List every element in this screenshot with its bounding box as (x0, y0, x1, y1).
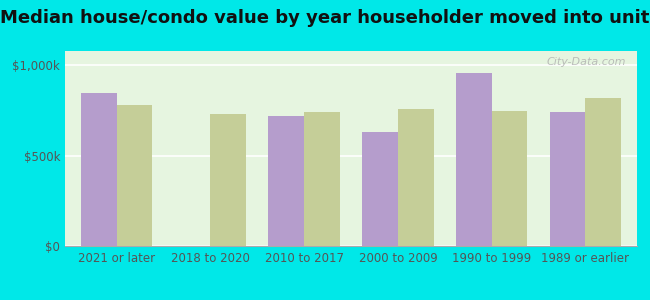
Bar (81, 92, 116, 246)
Bar (304, 112, 340, 246)
Bar (362, 132, 398, 246)
Bar (398, 109, 434, 246)
Bar (550, 112, 586, 246)
Text: Median house/condo value by year householder moved into unit: Median house/condo value by year househo… (0, 9, 650, 27)
Bar (268, 116, 304, 246)
Text: City-Data.com: City-Data.com (546, 57, 625, 67)
Bar (456, 73, 491, 246)
Bar (211, 114, 246, 246)
Bar (116, 105, 152, 246)
Bar (586, 98, 621, 246)
Bar (491, 111, 527, 246)
